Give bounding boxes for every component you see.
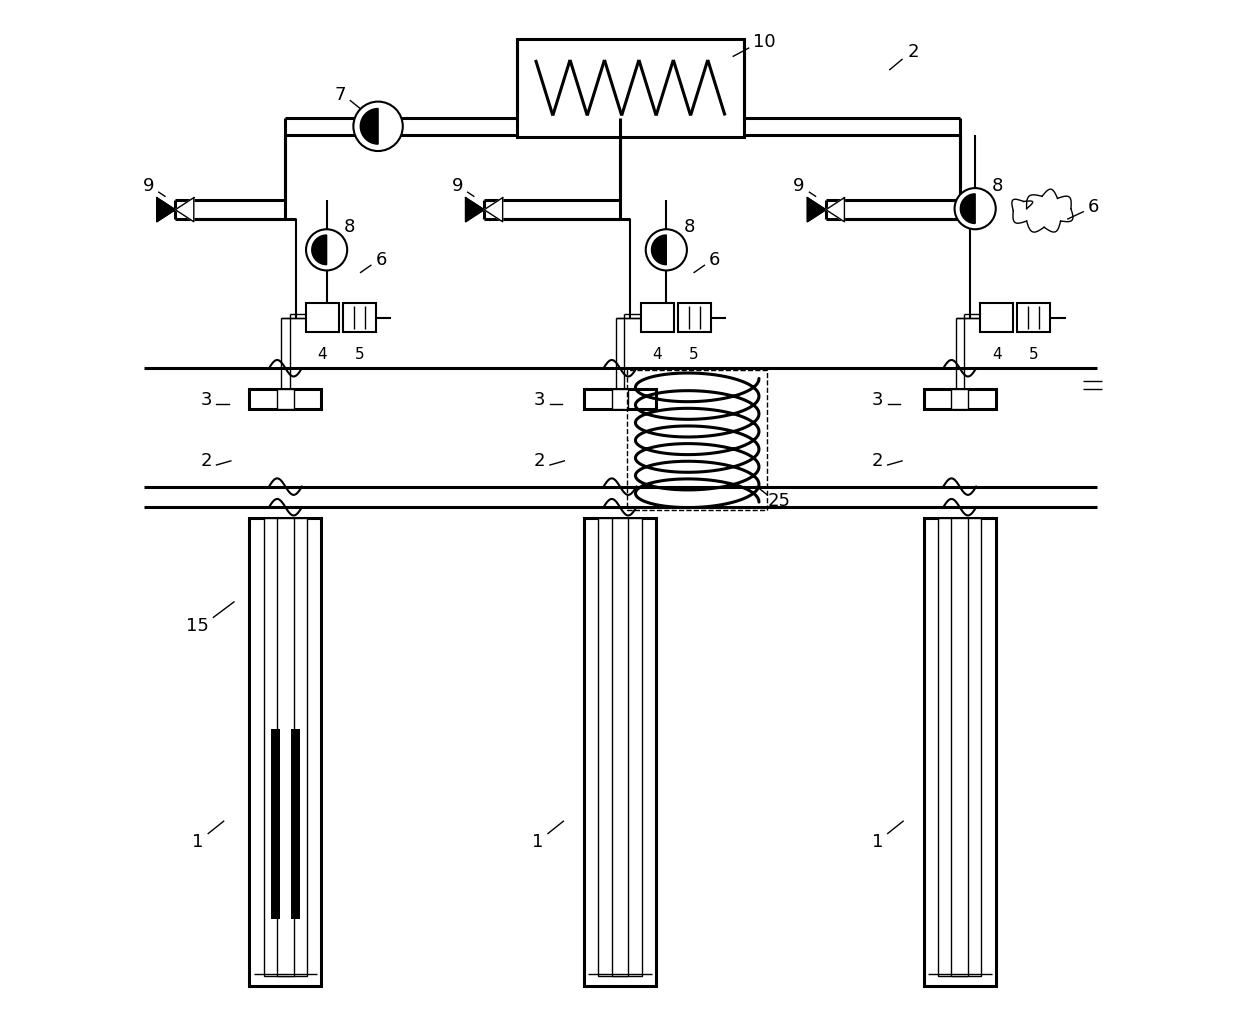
Bar (924, 389, 996, 410)
Bar (343, 303, 376, 332)
Text: 3: 3 (872, 391, 883, 409)
Text: 6: 6 (709, 252, 720, 269)
Text: 10: 10 (753, 33, 775, 51)
Text: 4: 4 (317, 347, 327, 361)
Text: 2: 2 (201, 452, 212, 470)
Text: 9: 9 (451, 177, 463, 195)
Polygon shape (960, 194, 975, 224)
Bar (278, 389, 294, 410)
Bar (939, 518, 981, 976)
Bar (584, 518, 656, 986)
Polygon shape (175, 198, 193, 221)
Bar (272, 729, 280, 919)
Bar (981, 303, 1013, 332)
Text: 8: 8 (683, 218, 694, 236)
Text: 25: 25 (768, 492, 791, 510)
Polygon shape (826, 198, 844, 221)
Bar (599, 518, 641, 976)
Bar (1017, 303, 1050, 332)
Text: 2: 2 (872, 452, 883, 470)
Text: 2: 2 (908, 43, 919, 61)
Polygon shape (807, 198, 826, 221)
Circle shape (955, 188, 996, 230)
Polygon shape (484, 198, 502, 221)
Circle shape (646, 230, 687, 270)
Bar (611, 389, 629, 410)
Circle shape (306, 230, 347, 270)
Text: 3: 3 (534, 391, 546, 409)
Bar (290, 729, 300, 919)
Bar (517, 38, 744, 137)
Polygon shape (651, 235, 666, 265)
Text: 1: 1 (872, 833, 883, 851)
Text: 6: 6 (1087, 198, 1099, 215)
Text: 5: 5 (689, 347, 699, 361)
Text: 4: 4 (652, 347, 662, 361)
Circle shape (353, 101, 403, 151)
Text: 9: 9 (794, 177, 805, 195)
Bar (641, 303, 673, 332)
Bar (306, 303, 339, 332)
Text: 6: 6 (376, 252, 387, 269)
Text: 5: 5 (355, 347, 365, 361)
Bar (611, 518, 629, 976)
Polygon shape (156, 198, 175, 221)
Polygon shape (311, 235, 326, 265)
Bar (677, 303, 711, 332)
Text: 5: 5 (1029, 347, 1039, 361)
Polygon shape (361, 109, 378, 144)
Bar (278, 518, 294, 976)
Polygon shape (465, 198, 484, 221)
Text: 7: 7 (335, 87, 346, 105)
Text: 1: 1 (532, 833, 543, 851)
Bar (264, 518, 308, 976)
Bar (951, 389, 968, 410)
Text: 9: 9 (143, 177, 154, 195)
Text: 4: 4 (992, 347, 1002, 361)
Text: 3: 3 (201, 391, 212, 409)
Text: 8: 8 (992, 177, 1003, 195)
Bar (249, 389, 321, 410)
Bar (951, 518, 968, 976)
Bar (584, 389, 656, 410)
Text: 1: 1 (192, 833, 203, 851)
Bar (924, 518, 996, 986)
Text: 8: 8 (343, 218, 355, 236)
Bar (249, 518, 321, 986)
Text: 2: 2 (534, 452, 546, 470)
Bar (627, 371, 768, 510)
Text: 15: 15 (186, 617, 210, 634)
